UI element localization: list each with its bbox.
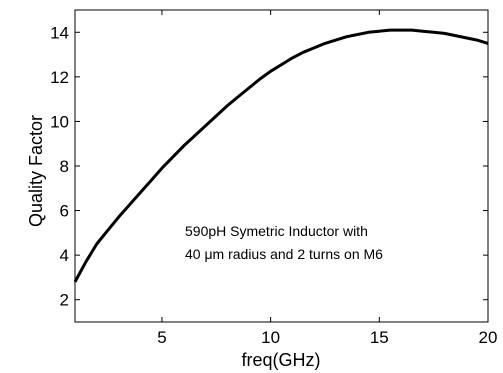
y-tick-label: 8: [60, 157, 69, 176]
plot-area: [74, 9, 489, 323]
y-tick-label: 6: [60, 202, 69, 221]
x-axis-label: freq(GHz): [241, 350, 320, 370]
x-tick-label: 5: [157, 328, 166, 347]
y-tick-label: 12: [50, 68, 69, 87]
x-tick-label: 20: [479, 328, 498, 347]
axis-ticks: [75, 10, 489, 322]
y-tick-label: 14: [50, 23, 69, 42]
y-tick-label: 10: [50, 112, 69, 131]
annotation-line-1: 590pH Symetric Inductor with: [185, 223, 368, 239]
y-tick-label: 2: [60, 291, 69, 310]
x-tick-label: 15: [370, 328, 389, 347]
series-line-0: [73, 28, 489, 283]
y-axis-label: Quality Factor: [26, 115, 46, 227]
plot-frame: [74, 9, 489, 323]
annotation-line-2: 40 μm radius and 2 turns on M6: [185, 246, 383, 262]
tick-labels: 5 10 15 20 2 4 6 8 10 12 14: [50, 23, 497, 347]
series-layer: [73, 28, 489, 283]
y-tick-label: 4: [60, 246, 69, 265]
x-tick-label: 10: [261, 328, 280, 347]
